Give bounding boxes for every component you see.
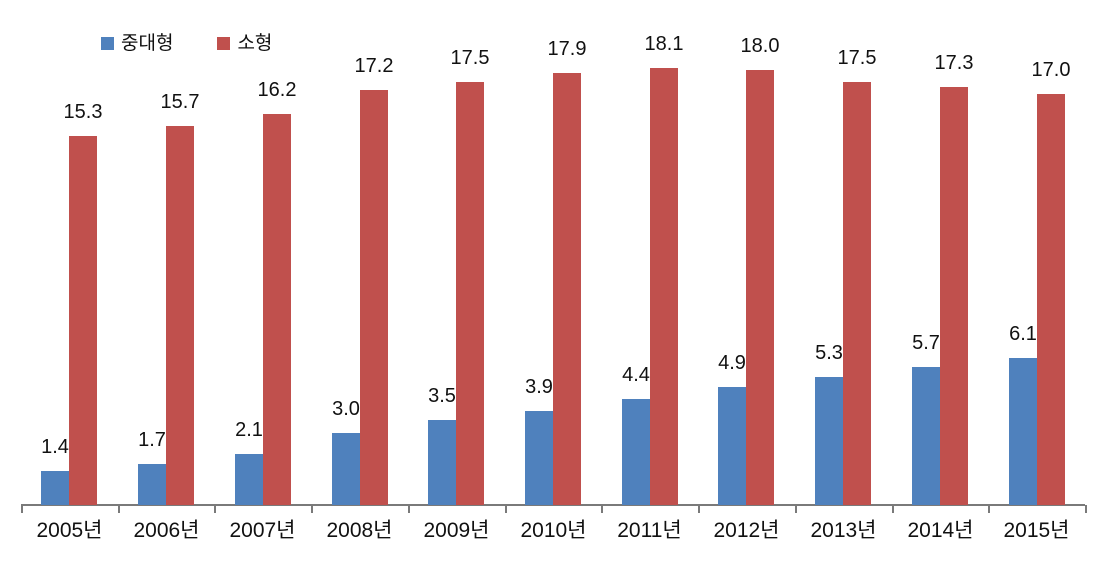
- data-label: 3.0: [332, 398, 360, 420]
- data-label: 1.7: [138, 429, 166, 451]
- data-label: 17.5: [450, 47, 490, 69]
- data-label: 4.4: [622, 364, 650, 386]
- data-label: 18.1: [644, 33, 684, 55]
- bar-중대형-2011년: [622, 399, 650, 505]
- data-label: 17.5: [837, 47, 877, 69]
- bar-중대형-2008년: [332, 433, 360, 505]
- bar-중대형-2013년: [815, 377, 843, 505]
- x-axis-tick: [601, 505, 603, 513]
- data-label: 4.9: [718, 352, 746, 374]
- data-label: 15.7: [160, 91, 200, 113]
- bar-소형-2008년: [360, 90, 388, 505]
- bar-소형-2011년: [650, 68, 678, 505]
- x-axis-tick: [311, 505, 313, 513]
- bar-중대형-2012년: [718, 387, 746, 505]
- legend-label-small: 소형: [237, 33, 273, 54]
- x-axis-label: 2015년: [1003, 519, 1070, 542]
- bar-소형-2014년: [940, 87, 968, 505]
- bar-소형-2013년: [843, 82, 871, 505]
- bar-중대형-2015년: [1009, 358, 1037, 505]
- x-axis-tick: [21, 505, 23, 513]
- x-axis-label: 2010년: [520, 519, 587, 542]
- x-axis-tick: [988, 505, 990, 513]
- bar-소형-2006년: [166, 126, 194, 505]
- data-label: 3.9: [525, 376, 553, 398]
- x-axis-label: 2006년: [133, 519, 200, 542]
- legend-item-small: 소형: [217, 34, 272, 53]
- bar-소형-2012년: [746, 70, 774, 505]
- bar-중대형-2010년: [525, 411, 553, 505]
- x-axis-tick: [118, 505, 120, 513]
- x-axis-label: 2014년: [907, 519, 974, 542]
- bar-중대형-2014년: [912, 367, 940, 505]
- x-axis-tick: [795, 505, 797, 513]
- bar-중대형-2006년: [138, 464, 166, 505]
- legend-swatch-small: [217, 37, 231, 50]
- x-axis-label: 2007년: [229, 519, 296, 542]
- data-label: 17.9: [547, 38, 587, 60]
- x-axis-label: 2009년: [423, 519, 490, 542]
- x-axis-tick: [214, 505, 216, 513]
- data-label: 3.5: [428, 385, 456, 407]
- legend-swatch-midlarge: [101, 37, 114, 50]
- legend: 중대형 소형: [101, 34, 272, 53]
- x-axis-label: 2011년: [617, 519, 682, 542]
- x-axis-label: 2008년: [326, 519, 393, 542]
- x-axis-label: 2005년: [36, 519, 103, 542]
- data-label: 17.0: [1031, 59, 1071, 81]
- data-label: 17.2: [354, 55, 394, 77]
- bar-중대형-2009년: [428, 420, 456, 505]
- data-label: 16.2: [257, 79, 297, 101]
- data-label: 1.4: [41, 436, 69, 458]
- bar-소형-2007년: [263, 114, 291, 505]
- data-label: 18.0: [740, 35, 780, 57]
- bar-소형-2010년: [553, 73, 581, 505]
- data-label: 5.3: [815, 342, 843, 364]
- x-axis-tick: [408, 505, 410, 513]
- bar-중대형-2007년: [235, 454, 263, 505]
- x-axis-tick: [505, 505, 507, 513]
- x-axis-tick: [698, 505, 700, 513]
- x-axis-tick: [1085, 505, 1087, 513]
- x-axis-label: 2012년: [713, 519, 780, 542]
- data-label: 2.1: [235, 419, 263, 441]
- data-label: 15.3: [63, 101, 103, 123]
- x-axis-line: [21, 504, 1085, 506]
- data-label: 5.7: [912, 332, 940, 354]
- bar-소형-2005년: [69, 136, 97, 505]
- bar-중대형-2005년: [41, 471, 69, 505]
- legend-item-midlarge: 중대형: [101, 34, 173, 53]
- data-label: 6.1: [1009, 323, 1037, 345]
- legend-label-midlarge: 중대형: [121, 33, 174, 54]
- data-label: 17.3: [934, 52, 974, 74]
- bar-소형-2009년: [456, 82, 484, 505]
- bar-소형-2015년: [1037, 94, 1065, 505]
- x-axis-tick: [892, 505, 894, 513]
- x-axis-label: 2013년: [810, 519, 877, 542]
